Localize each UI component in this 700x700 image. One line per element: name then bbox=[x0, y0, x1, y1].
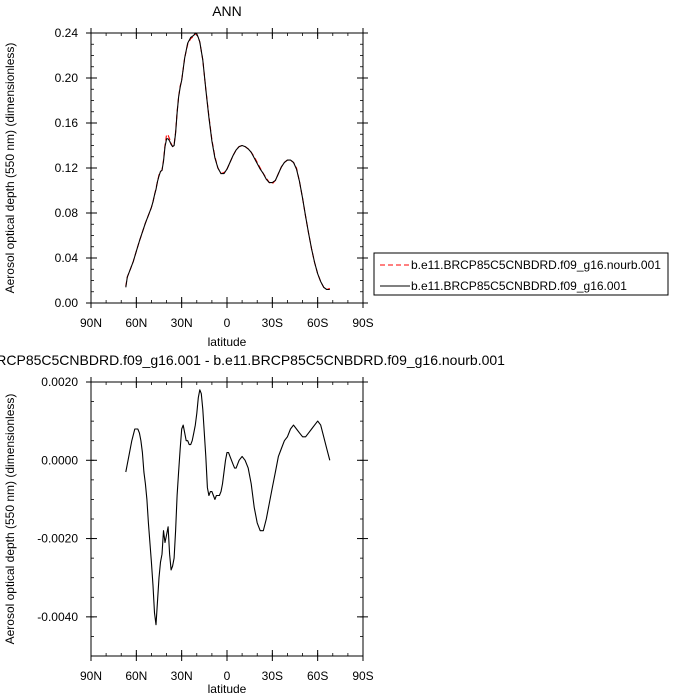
top-y-tick-label: 0.24 bbox=[55, 26, 79, 40]
bottom-y-tick-label: -0.0020 bbox=[37, 532, 78, 546]
bottom-y-tick-label: -0.0040 bbox=[37, 610, 78, 624]
bottom-x-axis-label: latitude bbox=[208, 682, 247, 696]
bottom-series-group bbox=[125, 389, 331, 626]
bottom-x-tick-label: 30N bbox=[171, 669, 193, 683]
panel-bottom: b.e11.BRCP85C5CNBDRD.f09_g16.001 - b.e11… bbox=[0, 352, 505, 696]
bottom-x-tick-label: 60N bbox=[125, 669, 147, 683]
top-x-tick-label: 60S bbox=[307, 316, 328, 330]
bottom-series-line-0 bbox=[125, 389, 331, 626]
top-series-line-0 bbox=[125, 33, 330, 291]
bottom-x-tick-label: 60S bbox=[307, 669, 328, 683]
top-x-axis-label: latitude bbox=[208, 335, 247, 349]
panel-top: ANN 0.00 0.04 0.08 0.12 0.16 0.20 0.24 90N 60N 3… bbox=[3, 3, 669, 349]
bottom-y-axis: 0.0020 0.0000 -0.0020 -0.0040 bbox=[37, 375, 368, 657]
bottom-x-tick-label: 90S bbox=[352, 669, 373, 683]
top-y-axis: 0.00 0.04 0.08 0.12 0.16 0.20 0.24 bbox=[55, 26, 368, 310]
top-y-tick-label: 0.20 bbox=[55, 71, 79, 85]
bottom-x-tick-label: 30S bbox=[262, 669, 283, 683]
top-y-tick-label: 0.00 bbox=[55, 296, 79, 310]
bottom-y-tick-label: 0.0020 bbox=[41, 375, 78, 389]
top-y-tick-label: 0.16 bbox=[55, 116, 79, 130]
top-y-tick-label: 0.08 bbox=[55, 206, 79, 220]
top-y-tick-label: 0.04 bbox=[55, 251, 79, 265]
bottom-plot-frame bbox=[90, 381, 364, 657]
top-series-line-1 bbox=[125, 32, 330, 291]
legend: b.e11.BRCP85C5CNBDRD.f09_g16.nourb.001 b… bbox=[373, 252, 669, 296]
bottom-x-tick-label: 0 bbox=[224, 669, 231, 683]
top-y-axis-label: Aerosol optical depth (550 nm) (dimensio… bbox=[3, 43, 17, 294]
top-series-group bbox=[125, 32, 330, 291]
legend-label-nourb: b.e11.BRCP85C5CNBDRD.f09_g16.nourb.001 bbox=[411, 258, 661, 272]
top-x-axis: 90N 60N 30N 0 30S 60S 90S bbox=[80, 28, 374, 330]
top-x-tick-label: 30N bbox=[171, 316, 193, 330]
top-title: ANN bbox=[212, 3, 242, 19]
bottom-y-axis-label: Aerosol optical depth (550 nm) (dimensio… bbox=[3, 394, 17, 645]
top-x-tick-label: 90N bbox=[80, 316, 102, 330]
bottom-y-tick-label: 0.0000 bbox=[41, 453, 78, 467]
bottom-x-tick-label: 90N bbox=[80, 669, 102, 683]
top-y-tick-label: 0.12 bbox=[55, 161, 79, 175]
legend-box bbox=[373, 252, 669, 296]
bottom-x-axis: 90N 60N 30N 0 30S 60S 90S bbox=[80, 377, 374, 683]
legend-label-control: b.e11.BRCP85C5CNBDRD.f09_g16.001 bbox=[411, 279, 627, 293]
top-x-tick-label: 30S bbox=[262, 316, 283, 330]
top-x-tick-label: 60N bbox=[125, 316, 147, 330]
top-x-tick-label: 0 bbox=[224, 316, 231, 330]
top-x-tick-label: 90S bbox=[352, 316, 373, 330]
bottom-title: b.e11.BRCP85C5CNBDRD.f09_g16.001 - b.e11… bbox=[0, 352, 505, 368]
